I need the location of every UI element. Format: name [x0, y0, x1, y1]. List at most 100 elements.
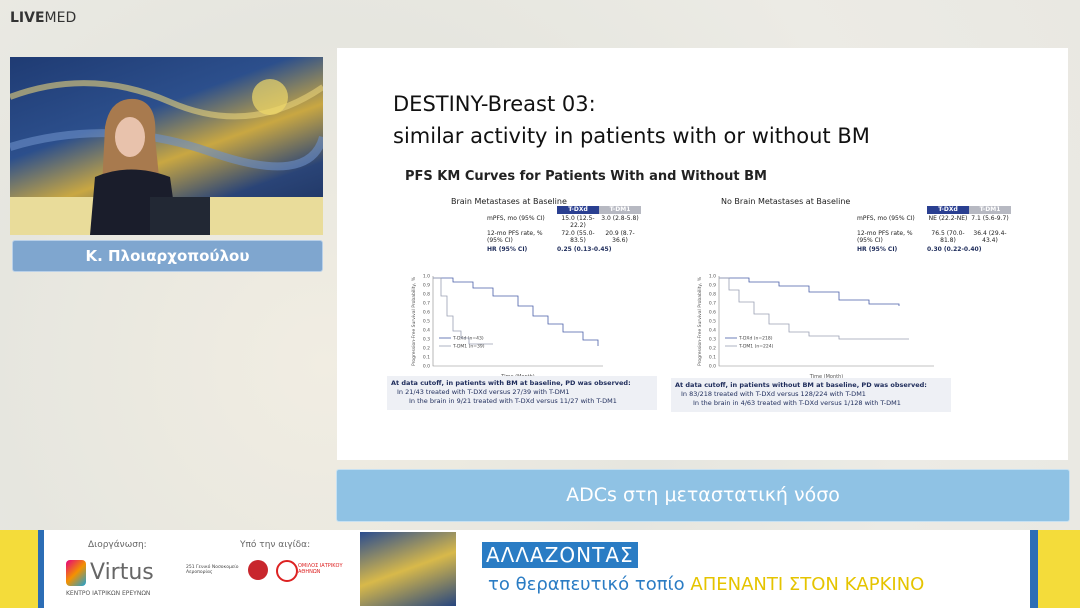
legend-label: T-DM1 (n=224) [738, 344, 774, 350]
y-tick-label: 0.2 [709, 346, 716, 352]
stripe [38, 530, 44, 608]
y-tick-label: 0.6 [423, 310, 430, 316]
km-curve [433, 277, 493, 345]
auspice: ΟΜΙΛΟΣ ΙΑΤΡΙΚΟΥ ΑΘΗΝΩΝ [298, 563, 343, 575]
row-label: 12-mo PFS rate, % (95% CI) [487, 230, 543, 244]
column-header: T-DXd [557, 206, 599, 214]
auspice: 251 Γενικό Νοσοκομείο Αεροπορίας [186, 565, 239, 575]
column-header: T-DXd [927, 206, 969, 214]
hr-value: 0.25 (0.13-0.45) [557, 246, 612, 253]
km-panel: Brain Metastases at Baseline T-DXd T-DM1 mP… [385, 188, 660, 410]
axes [718, 276, 934, 367]
km-curve [719, 277, 900, 306]
notes-box: At data cutoff, in patients without BM a… [671, 378, 951, 412]
note: In 83/218 treated with T-DXd versus 128/… [681, 390, 866, 398]
slide-title: DESTINY-Breast 03: [393, 92, 596, 116]
table-header: T-DXd T-DM1 [557, 206, 667, 214]
slide-title: similar activity in patients with or wit… [393, 124, 870, 148]
stripe [1038, 530, 1080, 608]
y-tick-label: 0.4 [709, 328, 716, 334]
note: At data cutoff, in patients with BM at b… [391, 379, 631, 387]
y-tick-label: 0.4 [423, 328, 430, 334]
logo: LIVEMED [10, 10, 76, 26]
y-tick-label: 0.9 [709, 283, 716, 289]
notes-box: At data cutoff, in patients with BM at b… [387, 376, 657, 410]
note: In the brain in 4/63 treated with T-DXd … [693, 399, 901, 407]
y-tick-label: 1.0 [709, 274, 716, 280]
x-axis-label: Time (Month) [809, 374, 843, 380]
table-cell: 3.0 (2.8-5.8) [601, 215, 639, 222]
y-tick-label: 0.5 [709, 319, 716, 325]
tagline-highlight: ΑΠΕΝΑΝΤΙ ΣΤΟΝ ΚΑΡΚΙΝΟ [690, 574, 925, 595]
table-cell: 15.0 (12.5-22.2) [561, 215, 595, 229]
panel-title: Brain Metastases at Baseline [451, 197, 567, 206]
stripe [1030, 530, 1038, 608]
note: In 21/43 treated with T-DXd versus 27/39… [397, 388, 570, 396]
panel-title: No Brain Metastases at Baseline [721, 197, 851, 206]
y-tick-label: 0.5 [423, 319, 430, 325]
km-curve [433, 277, 599, 346]
y-tick-label: 0.7 [709, 301, 716, 307]
km-panel: No Brain Metastases at Baseline T-DXd T-DM… [671, 188, 1011, 412]
y-tick-label: 0.0 [709, 364, 716, 370]
y-tick-label: 1.0 [423, 274, 430, 280]
auspices-label: Υπό την αιγίδα: [240, 540, 311, 550]
note: In the brain in 9/21 treated with T-DXd … [409, 397, 617, 405]
y-tick-label: 0.3 [423, 337, 430, 343]
organizer-name: Virtus [90, 560, 154, 585]
tagline: το θεραπευτικό τοπίο ΑΠΕΝΑΝΤΙ ΣΤΟΝ ΚΑΡΚΙ… [488, 574, 924, 595]
y-tick-label: 0.1 [423, 355, 430, 361]
footer: Διοργάνωση: Virtus ΚΕΝΤΡΟ ΙΑΤΡΙΚΩΝ ΕΡΕΥΝ… [0, 530, 1080, 608]
stripe [0, 530, 38, 608]
y-tick-label: 0.2 [423, 346, 430, 352]
hr-value: 0.30 (0.22-0.40) [927, 246, 982, 253]
y-axis-label: Progression-Free Survival Probability, % [697, 276, 703, 366]
y-tick-label: 0.8 [423, 292, 430, 298]
row-label: mPFS, mo (95% CI) [487, 215, 545, 222]
virtus-icon [66, 560, 86, 586]
y-tick-label: 0.0 [423, 364, 430, 370]
km-plot: Progression-Free Survival Probability, %… [697, 274, 934, 380]
km-curve [719, 277, 909, 340]
column-header: T-DM1 [599, 206, 641, 214]
organizer-sub: ΚΕΝΤΡΟ ΙΑΤΡΙΚΩΝ ΕΡΕΥΝΩΝ [66, 590, 151, 597]
y-tick-label: 0.9 [423, 283, 430, 289]
y-tick-label: 0.6 [709, 310, 716, 316]
tagline-text: το θεραπευτικό τοπίο [488, 574, 685, 595]
legend-label: T-DM1 (n=39) [452, 344, 485, 350]
speaker-video [10, 57, 323, 235]
logo-med: MED [44, 10, 77, 26]
table-cell: 7.1 (5.6-9.7) [971, 215, 1009, 222]
y-tick-label: 0.3 [709, 337, 716, 343]
speaker-name: Κ. Πλοιαρχοπούλου [12, 240, 323, 272]
video-scene [10, 79, 323, 235]
table-cell: NE (22.2-NE) [928, 215, 968, 222]
y-tick-label: 0.1 [709, 355, 716, 361]
y-tick-label: 0.8 [709, 292, 716, 298]
table-cell: 20.9 (8.7-36.6) [605, 230, 635, 244]
poster-image [360, 532, 456, 606]
table-cell: 36.4 (29.4-43.4) [973, 230, 1007, 244]
auspice-emblem [276, 560, 298, 582]
table-header: T-DXd T-DM1 [927, 206, 1037, 214]
column-header: T-DM1 [969, 206, 1011, 214]
y-axis-label: Progression-Free Survival Probability, % [411, 276, 417, 366]
row-label: mPFS, mo (95% CI) [857, 215, 915, 222]
note: At data cutoff, in patients without BM a… [675, 381, 927, 389]
auspice-emblem [248, 560, 268, 580]
logo-live: LIVE [10, 10, 45, 26]
session-banner: ADCs στη μεταστατική νόσο [336, 469, 1070, 522]
hr-label: HR (95% CI) [857, 246, 898, 253]
chart-heading: PFS KM Curves for Patients With and With… [405, 169, 767, 184]
table-cell: 72.0 (55.0-83.5) [561, 230, 595, 244]
legend-label: T-DXd (n=43) [452, 336, 484, 342]
organizer-label: Διοργάνωση: [88, 540, 147, 550]
km-plot: Progression-Free Survival Probability, %… [411, 274, 603, 380]
legend-label: T-DXd (n=218) [738, 336, 773, 342]
y-tick-label: 0.7 [423, 301, 430, 307]
hr-label: HR (95% CI) [487, 246, 528, 253]
headline: ΑΛΛΑΖΟΝΤΑΣ [482, 542, 638, 568]
slide: DESTINY-Breast 03: similar activity in p… [337, 48, 1068, 460]
table-cell: 76.5 (70.0-81.8) [931, 230, 965, 244]
